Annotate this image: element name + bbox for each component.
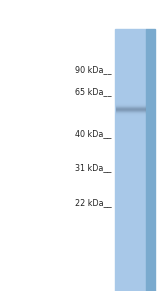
Text: 65 kDa__: 65 kDa__ [75,87,111,96]
Text: 90 kDa__: 90 kDa__ [75,65,111,74]
Bar [146,29,155,291]
Bar [115,29,146,291]
Text: 22 kDa__: 22 kDa__ [75,198,111,207]
Text: 31 kDa__: 31 kDa__ [75,163,111,172]
Text: 40 kDa__: 40 kDa__ [75,129,111,138]
